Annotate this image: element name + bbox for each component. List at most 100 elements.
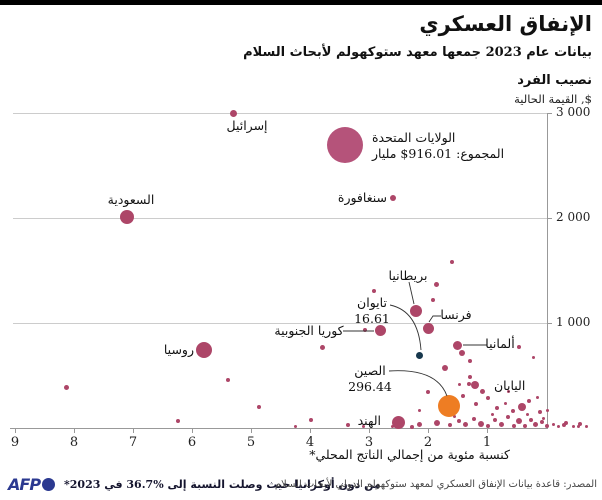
country-name-taiwan: تايوان: [357, 295, 387, 310]
data-point-china: [437, 394, 460, 417]
gridline-2000: [13, 218, 547, 219]
background-dot: [517, 403, 526, 411]
background-dot: [459, 350, 466, 357]
globe-icon: [42, 478, 56, 491]
background-dot: [541, 416, 545, 420]
data-point-israel: [229, 109, 237, 117]
background-dot: [531, 355, 535, 359]
x-tick-4: [310, 428, 311, 433]
country-total-china: 296.44: [348, 379, 392, 394]
page-subtitle: بيانات عام 2023 جمعها معهد ستوكهولم لأبح…: [243, 45, 592, 60]
background-dot: [551, 422, 555, 426]
country-label-germany: ألمانيا: [485, 336, 514, 352]
background-dot: [525, 412, 529, 416]
x-tick-7: [133, 428, 134, 433]
background-dot: [64, 384, 70, 390]
leader-line-france: [428, 315, 441, 323]
y-tick-1000: [547, 323, 552, 324]
afp-logo-text: AFP: [8, 475, 41, 494]
x-axis-line: [10, 428, 548, 429]
country-label-korea: كوريا الجنوبية: [274, 323, 343, 339]
background-dot: [491, 412, 495, 416]
country-name-uk: بريطانيا: [388, 268, 428, 283]
footnote: من دون أوكرانيا حيث وصلت النسبة إلى %36.…: [64, 478, 381, 491]
background-dot: [507, 389, 511, 393]
data-point-usa: [327, 126, 364, 163]
background-dot: [442, 365, 449, 372]
background-dot: [545, 424, 550, 428]
x-tick-label-3: 3: [364, 435, 374, 450]
background-dot: [433, 419, 440, 426]
country-name-russia: روسيا: [163, 342, 194, 357]
background-dot: [493, 418, 498, 423]
background-dot: [410, 424, 415, 429]
x-tick-label-5: 5: [246, 435, 256, 450]
background-dot: [453, 414, 457, 418]
y-axis-subtitle: $, القيمة الحالية: [514, 92, 592, 106]
data-point-korea: [375, 325, 387, 337]
background-dot: [576, 425, 580, 429]
country-total-usa: المجموع: 916.01$ مليار: [372, 146, 505, 161]
background-dot: [516, 345, 521, 350]
background-dot: [430, 298, 435, 302]
source-credit: المصدر: قاعدة بيانات الإنفاق العسكري لمع…: [274, 479, 597, 490]
background-dot: [460, 393, 465, 398]
background-dot: [526, 399, 531, 403]
country-total-taiwan: 16.61: [354, 311, 390, 326]
x-tick-label-1: 1: [482, 435, 492, 450]
country-label-israel: إسرائيل: [226, 118, 267, 134]
background-dot: [417, 421, 423, 427]
background-dot: [457, 418, 462, 423]
background-dot: [478, 421, 485, 427]
background-dot: [447, 422, 452, 427]
background-dot: [557, 425, 561, 429]
y-axis-title: نصيب الفرد: [517, 73, 592, 88]
data-point-germany: [453, 340, 462, 350]
x-tick-3: [369, 428, 370, 433]
background-dot: [510, 408, 515, 413]
background-dot: [546, 408, 550, 412]
background-dot: [495, 406, 500, 411]
page-title: الإنفاق العسكري: [419, 12, 592, 36]
background-dot: [533, 422, 539, 428]
background-dot: [499, 421, 505, 427]
background-dot: [362, 328, 367, 333]
y-tick-label-2000: 2 000: [556, 210, 591, 224]
x-tick-label-2: 2: [423, 435, 433, 450]
gridline-1000: [13, 323, 547, 324]
background-dot: [320, 344, 326, 350]
background-dot: [522, 424, 527, 428]
country-name-saudi: السعودية: [107, 192, 155, 207]
background-dot: [506, 414, 511, 419]
y-tick-label-3000: 3 000: [556, 105, 591, 119]
background-dot: [371, 288, 376, 293]
background-dot: [463, 422, 469, 428]
background-dot: [345, 422, 350, 427]
x-tick-label-7: 7: [128, 435, 138, 450]
x-tick-label-4: 4: [305, 435, 315, 450]
country-label-japan: اليابان: [494, 378, 525, 394]
country-label-saudi: السعودية: [108, 192, 155, 208]
x-tick-9: [15, 428, 16, 433]
gridline-3000: [13, 113, 547, 114]
country-label-singapore: سنغافورة: [338, 190, 387, 206]
x-tick-5: [251, 428, 252, 433]
x-tick-2: [428, 428, 429, 433]
country-name-china: الصين: [354, 363, 386, 378]
background-dot: [467, 359, 472, 363]
country-label-india: الهند: [358, 413, 381, 429]
y-tick-2000: [547, 218, 552, 219]
country-name-japan: اليابان: [494, 378, 526, 393]
background-dot: [426, 389, 430, 394]
background-dot: [578, 422, 583, 426]
top-black-bar: [0, 0, 602, 5]
y-tick-label-1000: 1 000: [556, 315, 591, 329]
background-dot: [515, 417, 522, 424]
background-dot: [571, 424, 575, 428]
background-dot: [175, 418, 180, 423]
background-dot: [529, 418, 534, 423]
data-point-saudi: [120, 209, 135, 224]
country-name-germany: ألمانيا: [485, 336, 515, 351]
background-dot: [486, 395, 491, 400]
